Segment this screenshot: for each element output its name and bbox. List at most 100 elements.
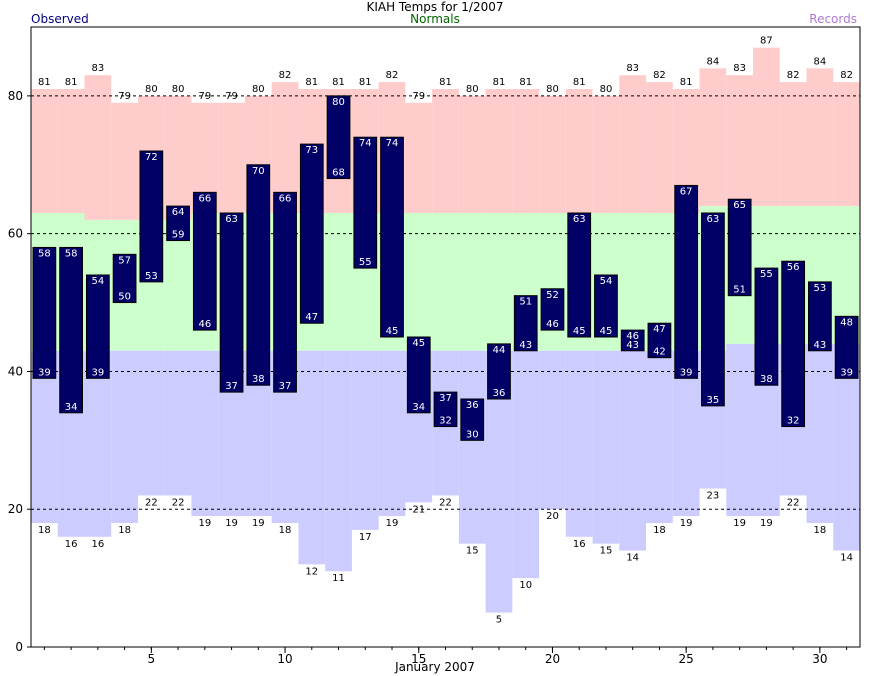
record-low-label: 11 bbox=[332, 573, 345, 584]
observed-low-label: 42 bbox=[653, 347, 666, 358]
observed-low-label: 37 bbox=[225, 381, 238, 392]
observed-low-label: 35 bbox=[707, 395, 720, 406]
record-high-band bbox=[218, 102, 245, 213]
x-tick-label: 25 bbox=[679, 652, 694, 666]
observed-low-label: 32 bbox=[787, 416, 800, 427]
observed-low-label: 47 bbox=[305, 312, 318, 323]
record-high-band bbox=[84, 75, 112, 220]
record-low-band bbox=[164, 350, 192, 496]
observed-high-label: 66 bbox=[198, 193, 211, 204]
record-high-label: 80 bbox=[252, 84, 265, 95]
observed-high-label: 36 bbox=[466, 400, 479, 411]
record-high-label: 81 bbox=[439, 77, 452, 88]
normals-legend: Normals bbox=[410, 12, 460, 26]
record-low-label: 19 bbox=[225, 518, 238, 529]
observed-low-label: 45 bbox=[386, 326, 399, 337]
observed-low-label: 59 bbox=[172, 230, 185, 241]
observed-bar bbox=[246, 164, 271, 386]
record-low-band bbox=[619, 350, 647, 551]
record-high-label: 80 bbox=[145, 84, 158, 95]
x-axis-label: January 2007 bbox=[395, 660, 475, 674]
record-high-label: 87 bbox=[760, 36, 773, 47]
record-high-label: 84 bbox=[814, 56, 827, 67]
record-high-band bbox=[726, 75, 754, 207]
axes: 0 20 40 60 80 5 10 15 20 25 30 bbox=[8, 26, 861, 666]
record-high-label: 83 bbox=[626, 63, 639, 74]
record-low-label: 16 bbox=[91, 539, 104, 550]
record-high-label: 81 bbox=[573, 77, 586, 88]
observed-bar bbox=[808, 281, 832, 352]
value-labels: 58 39 81 18 58 34 81 16 54 39 83 16 57 50 79 18 72 53 80 22… bbox=[38, 36, 853, 626]
observed-low-label: 39 bbox=[680, 367, 693, 378]
observed-bar bbox=[112, 253, 137, 304]
y-tick-label: 80 bbox=[8, 89, 23, 103]
observed-low-label: 34 bbox=[65, 402, 78, 413]
observed-bar bbox=[353, 136, 378, 269]
observed-bar bbox=[754, 267, 779, 386]
record-low-band bbox=[806, 343, 834, 523]
record-high-label: 81 bbox=[493, 77, 506, 88]
record-low-band bbox=[512, 350, 540, 579]
observed-legend: Observed bbox=[31, 12, 89, 26]
observed-bar bbox=[32, 246, 57, 379]
record-low-label: 21 bbox=[412, 504, 425, 515]
x-tick-label: 30 bbox=[812, 652, 827, 666]
normal-band bbox=[619, 213, 647, 351]
record-high-label: 83 bbox=[91, 63, 104, 74]
record-low-label: 18 bbox=[118, 525, 131, 536]
observed-high-label: 65 bbox=[733, 200, 746, 211]
record-high-band bbox=[779, 82, 807, 207]
record-low-label: 10 bbox=[519, 580, 532, 591]
observed-bar bbox=[59, 246, 83, 414]
record-high-band bbox=[753, 47, 780, 207]
observed-high-label: 63 bbox=[225, 214, 238, 225]
record-high-band bbox=[405, 102, 433, 213]
record-high-band bbox=[806, 68, 834, 207]
observed-bar bbox=[781, 260, 806, 428]
observed-high-label: 72 bbox=[145, 152, 158, 163]
observed-high-label: 63 bbox=[707, 214, 720, 225]
record-high-band bbox=[31, 89, 58, 213]
record-low-band bbox=[592, 350, 620, 544]
observed-low-label: 55 bbox=[359, 257, 372, 268]
record-high-band bbox=[57, 89, 85, 213]
observed-high-label: 74 bbox=[386, 138, 399, 149]
observed-bar bbox=[460, 398, 485, 441]
record-high-label: 79 bbox=[198, 91, 211, 102]
observed-low-label: 45 bbox=[573, 326, 586, 337]
observed-high-label: 54 bbox=[600, 276, 613, 287]
record-high-band bbox=[512, 89, 540, 213]
x-tick-label: 10 bbox=[277, 652, 292, 666]
record-high-label: 82 bbox=[840, 70, 853, 81]
observed-low-label: 39 bbox=[38, 367, 51, 378]
x-tick-label: 5 bbox=[148, 652, 156, 666]
record-high-label: 80 bbox=[172, 84, 185, 95]
observed-bar bbox=[166, 205, 190, 242]
observed-bar bbox=[433, 391, 458, 428]
record-low-label: 14 bbox=[840, 553, 853, 564]
record-low-band bbox=[565, 350, 593, 537]
observed-bar bbox=[594, 274, 618, 338]
observed-bar bbox=[85, 274, 110, 379]
observed-high-label: 80 bbox=[332, 97, 345, 108]
record-low-label: 16 bbox=[65, 539, 78, 550]
record-high-band bbox=[592, 95, 620, 213]
observed-low-label: 34 bbox=[412, 402, 425, 413]
record-low-band bbox=[111, 350, 138, 523]
observed-low-label: 50 bbox=[118, 292, 131, 303]
observed-high-label: 48 bbox=[840, 317, 853, 328]
observed-high-label: 44 bbox=[493, 345, 506, 356]
observed-low-label: 51 bbox=[733, 285, 746, 296]
observed-bar bbox=[701, 212, 725, 407]
record-high-band bbox=[699, 68, 727, 207]
observed-bar bbox=[380, 136, 404, 338]
observed-high-label: 47 bbox=[653, 324, 666, 335]
record-low-label: 19 bbox=[760, 518, 773, 529]
observed-bar bbox=[219, 212, 244, 393]
observed-high-label: 55 bbox=[760, 269, 773, 280]
observed-high-label: 74 bbox=[359, 138, 372, 149]
observed-bar bbox=[299, 143, 324, 324]
record-low-band bbox=[31, 350, 58, 523]
observed-bar bbox=[139, 150, 164, 283]
chart-title: KIAH Temps for 1/2007 bbox=[366, 0, 504, 14]
